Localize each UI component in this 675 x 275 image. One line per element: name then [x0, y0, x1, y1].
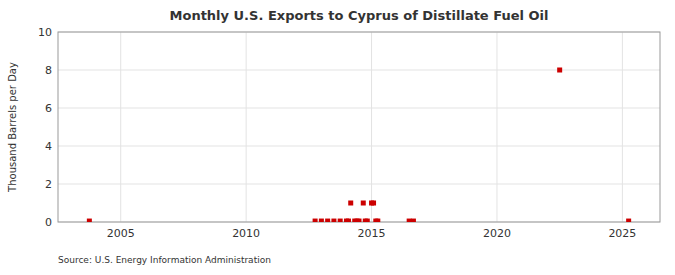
y-axis-label: Thousand Barrels per Day	[7, 62, 18, 193]
x-tick-label: 2010	[232, 227, 260, 240]
x-tick-label: 2005	[107, 227, 135, 240]
point	[626, 219, 631, 222]
grid-line	[622, 32, 623, 222]
y-tick-label: 10	[38, 26, 52, 39]
y-tick-label: 4	[45, 140, 52, 153]
point	[338, 219, 343, 222]
annotation: Source: U.S. Energy Information Administ…	[58, 255, 271, 265]
grid-line	[58, 146, 660, 147]
point	[346, 219, 351, 222]
grid-line	[371, 32, 372, 222]
grid-line	[120, 32, 121, 222]
y-tick-label: 8	[45, 64, 52, 77]
point	[313, 219, 318, 222]
y-tick-label: 0	[45, 216, 52, 229]
point	[411, 219, 416, 222]
point	[331, 219, 336, 222]
grid	[58, 32, 660, 222]
point	[319, 219, 324, 222]
chart: 0 2 4 6 8 10 2005 2010 2015 2020 2025 Monthly U.S. …	[0, 0, 675, 275]
point	[375, 219, 380, 222]
grid-line	[246, 32, 247, 222]
x-tick-label: 2015	[358, 227, 386, 240]
grid-line	[496, 32, 497, 222]
point	[557, 68, 562, 73]
point	[325, 219, 330, 222]
y-tick-label: 6	[45, 102, 52, 115]
point	[407, 219, 412, 222]
x-tick-label: 2025	[608, 227, 636, 240]
title: Monthly U.S. Exports to Cyprus of Distil…	[170, 8, 549, 23]
point	[87, 219, 92, 222]
point	[361, 201, 366, 206]
point	[365, 219, 370, 222]
points	[87, 68, 631, 223]
grid-line	[58, 70, 660, 71]
grid-line	[58, 184, 660, 185]
point	[371, 201, 376, 206]
x-tick-label: 2020	[483, 227, 511, 240]
plot-frame	[58, 32, 660, 222]
grid-line	[58, 108, 660, 109]
point	[357, 219, 362, 222]
point	[348, 201, 353, 206]
y-tick-label: 2	[45, 178, 52, 191]
